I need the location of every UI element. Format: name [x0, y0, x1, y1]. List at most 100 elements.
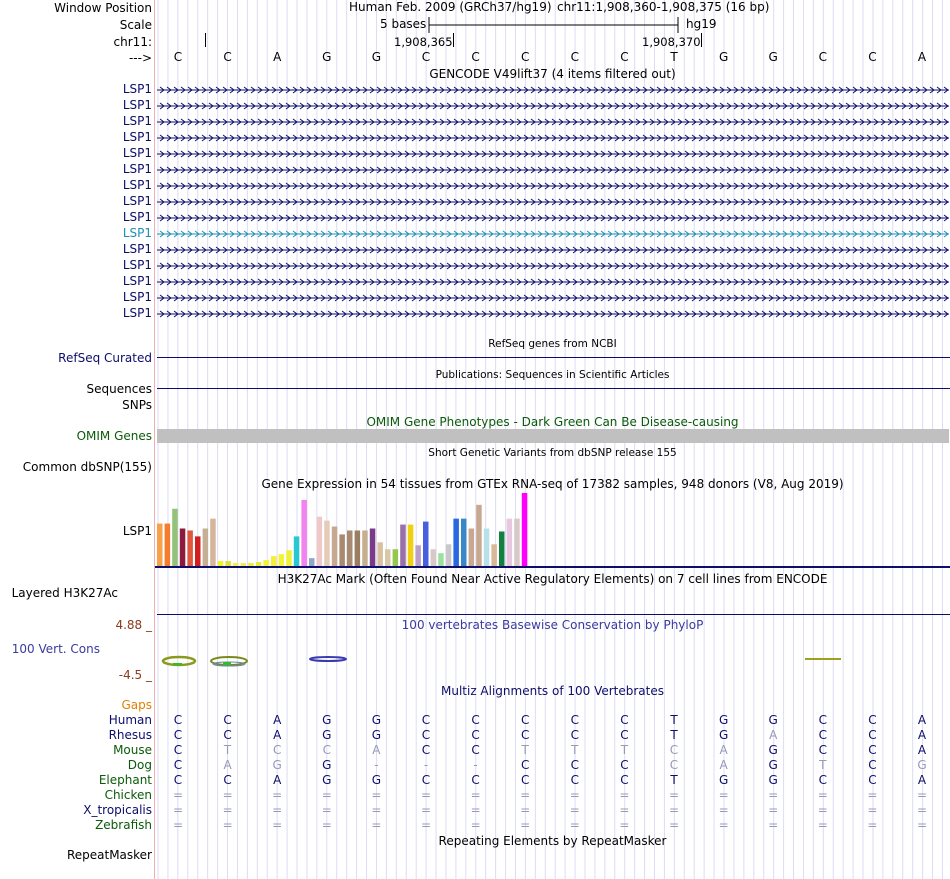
gencode-transcript[interactable] — [157, 309, 949, 319]
gtex-bar[interactable] — [179, 528, 186, 566]
gtex-bar[interactable] — [255, 562, 262, 566]
gencode-transcript[interactable] — [157, 149, 949, 159]
refseq-label[interactable]: RefSeq Curated — [58, 351, 152, 365]
gtex-bar[interactable] — [202, 528, 209, 566]
gencode-item-label[interactable]: LSP1 — [122, 226, 152, 240]
gtex-bar[interactable] — [286, 550, 292, 566]
gencode-transcript[interactable] — [157, 181, 949, 191]
gtex-bar[interactable] — [331, 526, 338, 566]
h3k27ac-title[interactable]: H3K27Ac Mark (Often Found Near Active Re… — [277, 572, 828, 586]
gtex-gene-label[interactable]: LSP1 — [122, 524, 152, 538]
species-label[interactable]: Human — [108, 713, 152, 727]
gtex-bar[interactable] — [483, 528, 490, 566]
gtex-bar[interactable] — [423, 521, 429, 566]
gtex-bar[interactable] — [248, 563, 254, 566]
gencode-item-label[interactable]: LSP1 — [122, 146, 152, 160]
gtex-bar[interactable] — [278, 554, 285, 566]
species-label[interactable]: Zebrafish — [95, 818, 152, 832]
species-label[interactable]: Chicken — [104, 788, 152, 802]
window-position-value[interactable]: chr11:1,908,360-1,908,375 (16 bp) — [557, 0, 770, 14]
gencode-item-label[interactable]: LSP1 — [122, 82, 152, 96]
gencode-transcript[interactable] — [157, 213, 949, 223]
multiz-title[interactable]: Multiz Alignments of 100 Vertebrates — [440, 684, 665, 698]
gtex-bar[interactable] — [157, 523, 163, 566]
gtex-bar[interactable] — [521, 492, 528, 566]
gtex-bar[interactable] — [491, 544, 497, 566]
gtex-bar[interactable] — [362, 530, 368, 566]
gtex-bar[interactable] — [293, 536, 300, 566]
gtex-bar[interactable] — [445, 544, 452, 566]
gtex-bar[interactable] — [438, 553, 444, 566]
publications-label[interactable]: Sequences — [86, 382, 152, 396]
gtex-bar[interactable] — [514, 518, 520, 566]
gencode-item-label[interactable]: LSP1 — [122, 290, 152, 304]
gtex-bar-chart[interactable] — [155, 491, 950, 571]
gtex-bar[interactable] — [354, 530, 361, 566]
gencode-item-label[interactable]: LSP1 — [122, 242, 152, 256]
gencode-item-label[interactable]: LSP1 — [122, 194, 152, 208]
gtex-bar[interactable] — [453, 518, 459, 566]
gencode-item-label[interactable]: LSP1 — [122, 210, 152, 224]
species-label[interactable]: X_tropicalis — [83, 803, 152, 817]
species-label[interactable]: Mouse — [113, 743, 152, 757]
gencode-transcript[interactable] — [157, 85, 949, 95]
gencode-item-label[interactable]: LSP1 — [122, 258, 152, 272]
gtex-bar[interactable] — [392, 549, 399, 566]
gencode-transcript[interactable] — [157, 117, 949, 127]
gtex-bar[interactable] — [347, 530, 353, 566]
gtex-bar[interactable] — [301, 499, 307, 566]
repeatmasker-label[interactable]: RepeatMasker — [66, 848, 152, 862]
gtex-bar[interactable] — [468, 528, 475, 566]
gencode-item-label[interactable]: LSP1 — [122, 162, 152, 176]
omim-label[interactable]: OMIM Genes — [76, 429, 152, 443]
gencode-transcript[interactable] — [157, 293, 949, 303]
gtex-bar[interactable] — [377, 542, 383, 566]
publications-title[interactable]: Publications: Sequences in Scientific Ar… — [435, 369, 670, 381]
gtex-bar[interactable] — [499, 531, 505, 566]
gencode-transcript[interactable] — [157, 229, 949, 239]
omim-gene-bar[interactable] — [157, 429, 949, 443]
gencode-transcript[interactable] — [157, 165, 949, 175]
gtex-bar[interactable] — [506, 518, 513, 566]
gtex-title[interactable]: Gene Expression in 54 tissues from GTEx … — [261, 477, 844, 491]
gencode-transcript[interactable] — [157, 101, 949, 111]
gencode-item-label[interactable]: LSP1 — [122, 98, 152, 112]
gencode-item-label[interactable]: LSP1 — [122, 114, 152, 128]
gencode-transcript[interactable] — [157, 197, 949, 207]
repeatmasker-title[interactable]: Repeating Elements by RepeatMasker — [438, 834, 667, 848]
gencode-item-label[interactable]: LSP1 — [122, 130, 152, 144]
gtex-bar[interactable] — [316, 516, 323, 566]
gtex-bar[interactable] — [339, 534, 345, 566]
gtex-bar[interactable] — [195, 536, 201, 566]
gencode-transcript[interactable] — [157, 277, 949, 287]
gtex-bar[interactable] — [461, 518, 467, 566]
gtex-bar[interactable] — [415, 545, 421, 566]
omim-title[interactable]: OMIM Gene Phenotypes - Dark Green Can Be… — [366, 415, 739, 429]
gtex-bar[interactable] — [400, 524, 406, 566]
species-label[interactable]: Elephant — [98, 773, 152, 787]
gtex-bar[interactable] — [369, 528, 376, 566]
gtex-bar[interactable] — [385, 549, 391, 566]
gtex-bar[interactable] — [430, 549, 437, 566]
gencode-transcript[interactable] — [157, 261, 949, 271]
phylop-label[interactable]: 100 Vert. Cons — [11, 642, 100, 656]
gtex-bar[interactable] — [263, 560, 269, 566]
gencode-title[interactable]: GENCODE V49lift37 (4 items filtered out) — [429, 67, 676, 81]
gtex-bar[interactable] — [172, 508, 178, 566]
gencode-item-label[interactable]: LSP1 — [122, 306, 152, 320]
gtex-bar[interactable] — [164, 523, 171, 566]
gtex-bar[interactable] — [407, 524, 414, 566]
gtex-bar[interactable] — [324, 520, 330, 566]
gencode-transcript[interactable] — [157, 245, 949, 255]
species-label[interactable]: Rhesus — [108, 728, 152, 742]
gtex-bar[interactable] — [309, 558, 315, 566]
gencode-transcript[interactable] — [157, 133, 949, 143]
gtex-bar[interactable] — [187, 530, 193, 566]
gencode-item-label[interactable]: LSP1 — [122, 178, 152, 192]
gtex-bar[interactable] — [240, 563, 247, 566]
dbsnp-title[interactable]: Short Genetic Variants from dbSNP releas… — [428, 447, 677, 459]
gtex-bar[interactable] — [271, 556, 277, 566]
dbsnp-label[interactable]: Common dbSNP(155) — [22, 460, 152, 474]
species-label[interactable]: Dog — [127, 758, 152, 772]
gencode-item-label[interactable]: LSP1 — [122, 274, 152, 288]
